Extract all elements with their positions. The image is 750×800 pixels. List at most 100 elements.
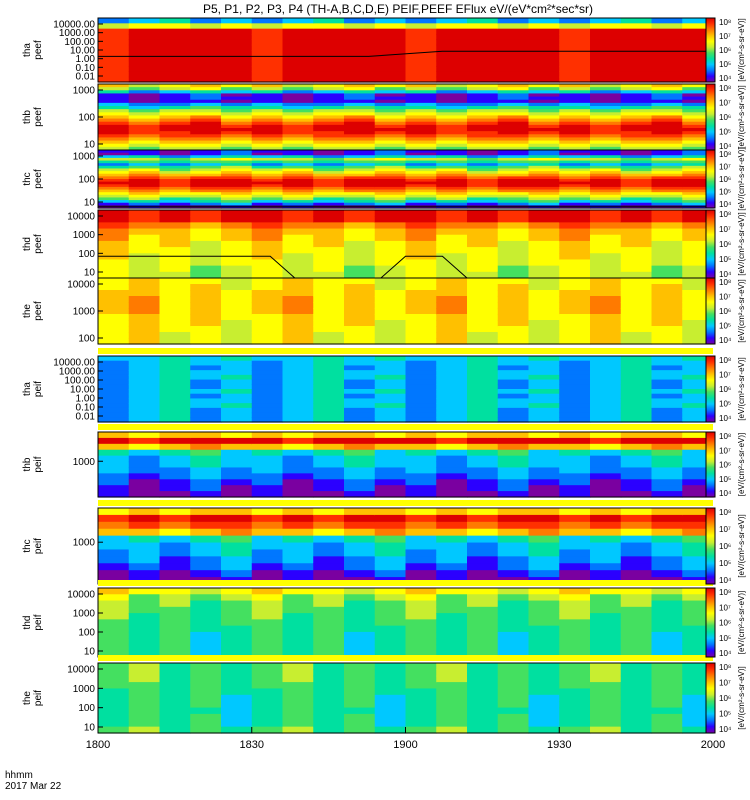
spectrogram-cell [528,171,560,175]
x-axis-label: hhmm [5,770,33,781]
spectrogram-cell [467,308,499,315]
spectrogram-cell [313,228,345,236]
colorbar-tick-label: 10⁷ [719,225,731,234]
spectrogram-cell [651,688,683,696]
spectrogram-cell [313,644,345,652]
colorbar-tick-label: 10⁴ [719,489,732,498]
spectrogram-cell [436,407,468,414]
spectrogram-cell [620,200,653,204]
spectrogram-cell [98,528,130,537]
spectrogram-cell [651,210,683,217]
spectrogram-cell [313,669,345,677]
spectrogram-cell [98,23,130,30]
colorbar-tick-label: 10⁵ [719,60,731,69]
spectrogram-cell [128,314,161,321]
spectrogram-cell [190,563,222,571]
spectrogram-cell [528,23,560,30]
spectrogram-cell [344,360,376,367]
spectrogram-cell [374,365,407,371]
spectrogram-cell [590,66,622,72]
spectrogram-cell [128,449,161,457]
spectrogram-cell [313,432,345,439]
spectrogram-cell [221,701,253,709]
spectrogram-cell [528,613,560,620]
spectrogram-cell [344,374,376,381]
spectrogram-cell [436,491,468,498]
spectrogram-cell [436,535,468,544]
spectrogram-cell [313,55,345,62]
spectrogram-cell [436,320,468,327]
spectrogram-cell [436,39,468,46]
spectrogram-cell [374,644,407,652]
spectrogram-cell [282,437,314,445]
spectrogram-cell [467,109,499,113]
spectrogram-cell [128,247,161,254]
spectrogram-cell [405,55,437,62]
spectrogram-cell [528,173,560,177]
spectrogram-cell [559,449,591,457]
spectrogram-cell [251,417,284,423]
panel-ylabel-sub: peif [33,381,44,397]
spectrogram-cell [620,240,653,248]
spectrogram-cell [559,240,591,248]
spectrogram-cell [251,542,284,551]
spectrogram-cell [497,173,530,177]
spectrogram-cell [497,112,530,117]
y-tick-label: 0.10 [76,403,96,414]
spectrogram-cell [467,179,499,183]
spectrogram-cell [98,150,130,154]
spectrogram-cell [405,210,437,217]
spectrogram-cell [467,200,499,204]
spectrogram-cell [590,600,622,608]
spectrogram-cell [497,320,530,327]
spectrogram-cell [251,514,284,523]
spectrogram-cell [590,613,622,620]
spectrogram-cell [159,118,191,123]
spectrogram-cell [128,186,161,191]
spectrogram-cell [559,44,591,51]
spectrogram-cell [405,688,437,696]
spectrogram-cell [682,197,714,201]
spectrogram-cell [651,588,683,595]
spectrogram-cell [98,625,130,633]
spectrogram-cell [590,682,622,690]
spectrogram-cell [651,379,683,385]
spectrogram-cell [497,205,530,209]
spectrogram-cell [467,176,499,180]
colorbar-tick-label: 10⁴ [719,200,732,209]
spectrogram-cell [128,165,161,170]
spectrogram-cell [590,210,622,217]
spectrogram-cell [374,650,407,658]
spectrogram-cell [620,124,653,129]
spectrogram-cell [251,134,284,139]
spectrogram-cell [497,473,530,480]
spectrogram-cell [190,374,222,381]
spectrogram-cell [651,338,683,345]
spectrogram-cell [497,407,530,414]
spectrogram-cell [282,384,314,390]
spectrogram-cell [251,491,284,498]
spectrogram-cell [159,184,191,188]
spectrogram-cell [497,296,530,303]
spectrogram-cell [559,694,591,702]
spectrogram-cell [497,168,530,172]
spectrogram-cell [590,106,622,110]
spectrogram-cell [651,28,683,35]
spectrogram-cell [251,625,284,633]
spectrogram-cell [620,109,653,113]
colorbar-label: [eV/(cm²-s-sr-eV)] [737,18,746,82]
spectrogram-cell [98,384,130,390]
spectrogram-cell [590,228,622,236]
spectrogram-cell [620,93,653,98]
spectrogram-cell [467,360,499,367]
spectrogram-cell [282,701,314,709]
spectrogram-cell [251,168,284,172]
spectrogram-cell [651,473,683,480]
spectrogram-cell [559,600,591,608]
spectrogram-cell [374,332,407,339]
spectrogram-cell [344,588,376,595]
spectrogram-cell [620,491,653,498]
spectrogram-cell [467,44,499,51]
spectrogram-cell [559,479,591,486]
spectrogram-cell [159,55,191,62]
